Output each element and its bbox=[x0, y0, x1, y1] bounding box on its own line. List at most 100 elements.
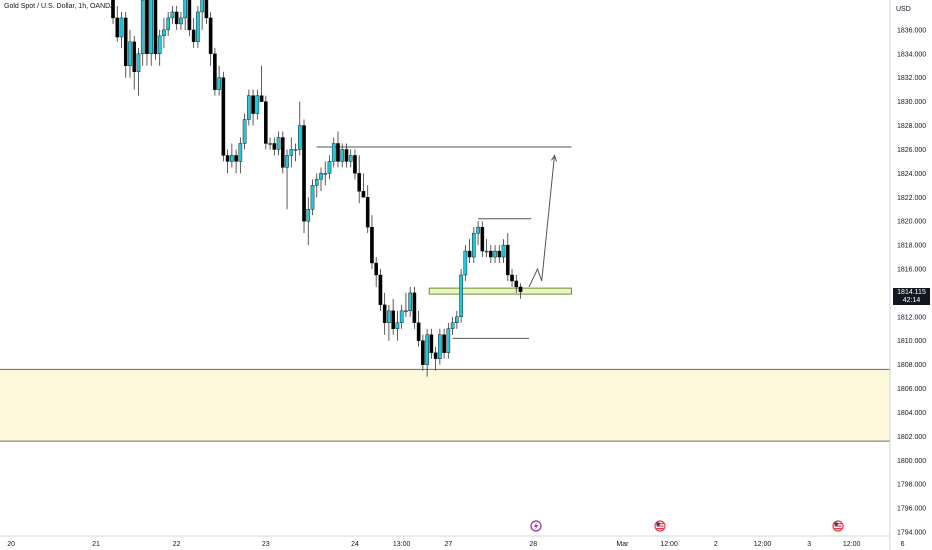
price-tick-label: 1810.000 bbox=[897, 338, 926, 345]
us-flag-event-icon[interactable] bbox=[832, 520, 844, 532]
candle-body bbox=[331, 143, 336, 162]
price-tick-label: 1824.000 bbox=[897, 171, 926, 178]
candle-body bbox=[365, 197, 370, 228]
candle-body bbox=[230, 155, 234, 162]
candle-body bbox=[497, 250, 502, 258]
flag-stripe bbox=[834, 525, 842, 527]
candle-body bbox=[153, 0, 158, 55]
time-tick-label: 12:00 bbox=[660, 541, 678, 548]
candle-body bbox=[327, 161, 332, 174]
price-tick-label: 1826.000 bbox=[897, 147, 926, 154]
candle-body bbox=[242, 119, 247, 144]
candle-body bbox=[221, 77, 226, 156]
candle-body bbox=[353, 155, 357, 174]
candle-body bbox=[174, 11, 179, 25]
time-axis[interactable]: 20 21 22 23 24 13:00 27 28 Mar 12:00 2 12:00 3 12:00 6 bbox=[7, 541, 904, 548]
time-tick-label: 20 bbox=[7, 541, 15, 548]
candle-body bbox=[484, 250, 489, 253]
candle-body bbox=[251, 95, 255, 114]
candle-body bbox=[336, 143, 340, 162]
lightning-glyph bbox=[534, 522, 538, 530]
symbol-title[interactable]: Gold Spot / U.S. Dollar, 1h, OANDA bbox=[4, 3, 115, 10]
candle-body bbox=[264, 101, 268, 144]
candle-body bbox=[501, 244, 506, 258]
price-tick-label: 1794.000 bbox=[897, 530, 926, 537]
candle-body bbox=[476, 226, 480, 234]
candle-body bbox=[314, 179, 319, 186]
candle-body bbox=[493, 250, 497, 258]
candle-body bbox=[234, 155, 238, 162]
price-tick-label: 1802.000 bbox=[897, 434, 926, 441]
candle-body bbox=[132, 41, 137, 72]
candle-body bbox=[259, 95, 264, 102]
flag-stripe bbox=[656, 525, 664, 527]
last-price-tag: 1814.115 42:14 bbox=[893, 288, 930, 305]
candle-body bbox=[510, 274, 514, 282]
candle-body bbox=[247, 95, 251, 120]
candle-body bbox=[272, 143, 277, 150]
candle-body bbox=[204, 0, 209, 19]
candle-body bbox=[276, 137, 281, 150]
candle-body bbox=[238, 143, 243, 162]
price-tick-label: 1830.000 bbox=[897, 99, 926, 106]
flag-stripe bbox=[834, 523, 842, 525]
candle-body bbox=[518, 286, 523, 292]
candle-body bbox=[480, 226, 485, 252]
candle-body bbox=[387, 310, 391, 324]
time-tick-label: 3 bbox=[807, 541, 811, 548]
candle-body bbox=[514, 280, 519, 288]
candle-body bbox=[429, 334, 434, 353]
candle-body bbox=[293, 149, 298, 151]
candle-body bbox=[285, 155, 289, 168]
support-zone bbox=[428, 287, 572, 295]
candle-body bbox=[268, 143, 272, 145]
candle-body bbox=[391, 310, 395, 329]
candle-body bbox=[149, 0, 154, 55]
candle-body bbox=[162, 29, 166, 37]
lightning-event-icon[interactable] bbox=[530, 520, 542, 532]
candle-body bbox=[187, 0, 192, 31]
candle-body bbox=[302, 125, 306, 222]
candle-body bbox=[191, 29, 196, 43]
bar-countdown: 42:14 bbox=[902, 297, 921, 304]
candle-body bbox=[416, 322, 421, 341]
time-tick-label: 22 bbox=[173, 541, 181, 548]
price-tick-label: 1804.000 bbox=[897, 410, 926, 417]
candle-body bbox=[489, 250, 493, 258]
candle-body bbox=[455, 316, 459, 324]
flag-stripe bbox=[834, 528, 842, 530]
candle-body bbox=[425, 334, 429, 365]
time-tick-label: 23 bbox=[262, 541, 270, 548]
flag-canton bbox=[834, 522, 838, 526]
candle-body bbox=[208, 17, 213, 54]
candle-body bbox=[463, 250, 468, 276]
time-tick-label: 12:00 bbox=[754, 541, 772, 548]
candle-body bbox=[166, 17, 170, 31]
price-tick-label: 1820.000 bbox=[897, 219, 926, 226]
candle-body bbox=[382, 304, 387, 324]
candle-body bbox=[200, 0, 204, 13]
us-flag-event-icon[interactable] bbox=[654, 520, 666, 532]
flag-stripe bbox=[656, 528, 664, 530]
candle-body bbox=[170, 11, 175, 19]
time-tick-label: 21 bbox=[92, 541, 100, 548]
price-tick-label: 1812.000 bbox=[897, 314, 926, 321]
candle-body bbox=[374, 262, 378, 276]
price-tick-label: 1806.000 bbox=[897, 386, 926, 393]
candle-body bbox=[225, 155, 230, 162]
candle-body bbox=[157, 35, 162, 54]
candle-body bbox=[255, 95, 260, 114]
candle-body bbox=[446, 328, 451, 353]
candle-body bbox=[140, 0, 145, 54]
price-tick-label: 1828.000 bbox=[897, 123, 926, 130]
candle-body bbox=[344, 149, 349, 162]
time-tick-label: 28 bbox=[529, 541, 537, 548]
price-axis[interactable]: 1836.000 1834.000 1832.000 1830.000 1828.000… bbox=[897, 27, 926, 536]
currency-label: USD bbox=[896, 6, 911, 13]
demand-zone bbox=[0, 369, 890, 442]
candle-body bbox=[399, 310, 404, 324]
candle-body bbox=[450, 322, 455, 329]
candle-body bbox=[438, 334, 442, 359]
candle-body bbox=[421, 340, 425, 365]
